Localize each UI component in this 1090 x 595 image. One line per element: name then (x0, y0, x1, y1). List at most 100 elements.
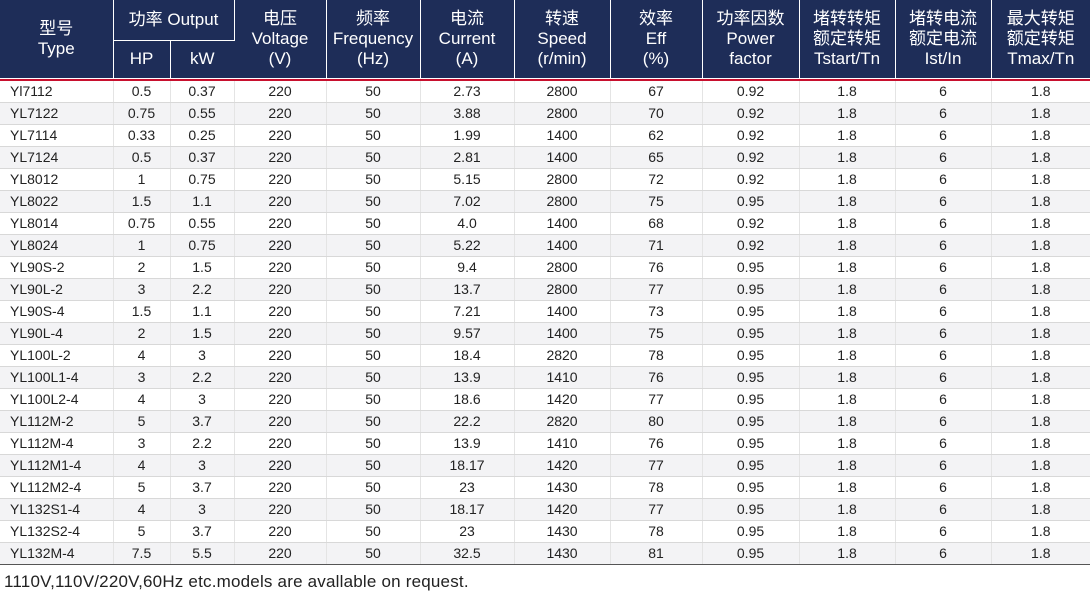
cell-tstart-ratio: 1.8 (799, 432, 896, 455)
table-row: YL90L-4 2 1.5 220 50 9.57 1400 75 0.95 1.8 6 1.8 (0, 322, 1090, 345)
cell-current: 32.5 (420, 542, 515, 565)
table-row: YL7122 0.75 0.55 220 50 3.88 2800 70 0.92 1.8 6 1.8 (0, 102, 1090, 125)
cell-kw: 3.7 (170, 410, 235, 433)
cell-type: YL7124 (0, 146, 114, 169)
cell-tmax-ratio: 1.8 (991, 498, 1090, 521)
cell-type: YL112M2-4 (0, 476, 114, 499)
cell-hp: 7.5 (113, 542, 171, 565)
cell-hp: 5 (113, 520, 171, 543)
cell-type: YL8024 (0, 234, 114, 257)
cell-speed: 1430 (514, 520, 611, 543)
cell-efficiency: 78 (610, 344, 703, 367)
table-row: YL112M1-4 4 3 220 50 18.17 1420 77 0.95 1.8 6 1.8 (0, 454, 1090, 477)
cell-frequency: 50 (326, 542, 421, 565)
cell-tstart-ratio: 1.8 (799, 542, 896, 565)
cell-power-factor: 0.92 (702, 124, 800, 147)
col-header-hp: HP (113, 40, 171, 79)
cell-voltage: 220 (234, 124, 327, 147)
cell-ist-ratio: 6 (895, 520, 992, 543)
cell-tstart-ratio: 1.8 (799, 102, 896, 125)
cell-type: YL112M-2 (0, 410, 114, 433)
cell-ist-ratio: 6 (895, 212, 992, 235)
cell-speed: 2800 (514, 102, 611, 125)
cell-current: 9.57 (420, 322, 515, 345)
cell-current: 9.4 (420, 256, 515, 279)
cell-ist-ratio: 6 (895, 300, 992, 323)
cell-tstart-ratio: 1.8 (799, 190, 896, 213)
cell-efficiency: 76 (610, 432, 703, 455)
cell-ist-ratio: 6 (895, 168, 992, 191)
cell-kw: 1.5 (170, 322, 235, 345)
cell-hp: 1.5 (113, 300, 171, 323)
cell-frequency: 50 (326, 190, 421, 213)
cell-speed: 1410 (514, 432, 611, 455)
cell-hp: 2 (113, 256, 171, 279)
cell-speed: 2800 (514, 278, 611, 301)
cell-frequency: 50 (326, 498, 421, 521)
cell-tstart-ratio: 1.8 (799, 300, 896, 323)
cell-frequency: 50 (326, 322, 421, 345)
cell-ist-ratio: 6 (895, 344, 992, 367)
cell-efficiency: 81 (610, 542, 703, 565)
cell-power-factor: 0.95 (702, 520, 800, 543)
cell-tstart-ratio: 1.8 (799, 278, 896, 301)
cell-tmax-ratio: 1.8 (991, 256, 1090, 279)
cell-kw: 1.5 (170, 256, 235, 279)
cell-kw: 0.37 (170, 146, 235, 169)
cell-current: 5.15 (420, 168, 515, 191)
cell-speed: 2800 (514, 80, 611, 103)
cell-tstart-ratio: 1.8 (799, 212, 896, 235)
col-header-current: 电流 Current (A) (420, 0, 515, 79)
cell-hp: 0.5 (113, 80, 171, 103)
cell-type: YL100L-2 (0, 344, 114, 367)
cell-tstart-ratio: 1.8 (799, 256, 896, 279)
cell-frequency: 50 (326, 432, 421, 455)
cell-type: YL132S2-4 (0, 520, 114, 543)
cell-power-factor: 0.92 (702, 102, 800, 125)
cell-frequency: 50 (326, 168, 421, 191)
cell-frequency: 50 (326, 388, 421, 411)
cell-current: 22.2 (420, 410, 515, 433)
cell-power-factor: 0.92 (702, 168, 800, 191)
cell-frequency: 50 (326, 454, 421, 477)
cell-current: 4.0 (420, 212, 515, 235)
cell-voltage: 220 (234, 432, 327, 455)
cell-hp: 3 (113, 432, 171, 455)
cell-power-factor: 0.95 (702, 410, 800, 433)
cell-hp: 4 (113, 344, 171, 367)
cell-speed: 1410 (514, 366, 611, 389)
cell-power-factor: 0.95 (702, 366, 800, 389)
col-header-kw: kW (170, 40, 235, 79)
cell-voltage: 220 (234, 212, 327, 235)
cell-voltage: 220 (234, 80, 327, 103)
col-header-type: 型号 Type (0, 0, 114, 79)
cell-efficiency: 62 (610, 124, 703, 147)
cell-hp: 1 (113, 168, 171, 191)
cell-efficiency: 72 (610, 168, 703, 191)
cell-efficiency: 75 (610, 190, 703, 213)
cell-kw: 0.55 (170, 212, 235, 235)
cell-kw: 0.37 (170, 80, 235, 103)
cell-voltage: 220 (234, 410, 327, 433)
cell-current: 2.81 (420, 146, 515, 169)
cell-voltage: 220 (234, 388, 327, 411)
cell-efficiency: 65 (610, 146, 703, 169)
cell-type: YL8014 (0, 212, 114, 235)
cell-frequency: 50 (326, 102, 421, 125)
cell-hp: 0.75 (113, 212, 171, 235)
table-row: YL8022 1.5 1.1 220 50 7.02 2800 75 0.95 1.8 6 1.8 (0, 190, 1090, 213)
cell-tmax-ratio: 1.8 (991, 234, 1090, 257)
cell-efficiency: 70 (610, 102, 703, 125)
table-row: YL112M-4 3 2.2 220 50 13.9 1410 76 0.95 1.8 6 1.8 (0, 432, 1090, 455)
cell-power-factor: 0.92 (702, 212, 800, 235)
cell-voltage: 220 (234, 454, 327, 477)
cell-kw: 0.75 (170, 234, 235, 257)
cell-efficiency: 77 (610, 498, 703, 521)
cell-speed: 2820 (514, 344, 611, 367)
col-header-speed: 转速 Speed (r/min) (514, 0, 611, 79)
cell-tmax-ratio: 1.8 (991, 432, 1090, 455)
cell-current: 13.9 (420, 432, 515, 455)
cell-power-factor: 0.95 (702, 498, 800, 521)
cell-hp: 4 (113, 498, 171, 521)
cell-tmax-ratio: 1.8 (991, 102, 1090, 125)
